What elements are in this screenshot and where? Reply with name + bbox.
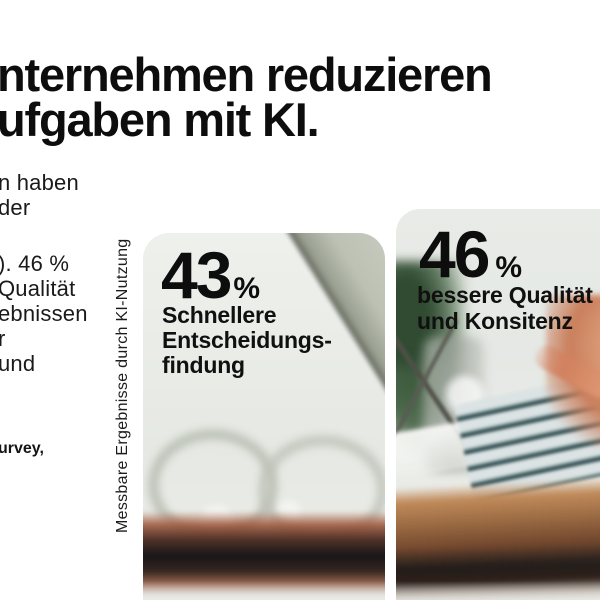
- stat-value: 43%: [161, 242, 260, 308]
- paragraph-line: r: [0, 326, 6, 351]
- stat-value: 46%: [419, 221, 522, 287]
- paragraph-line: der: [0, 195, 31, 220]
- stat-caption: Schnellere Entscheidungs- findung: [162, 303, 332, 378]
- paragraph-line: Qualität: [0, 276, 76, 301]
- paragraph-line: n haben: [0, 170, 79, 195]
- caption-line: bessere Qualität: [417, 282, 593, 308]
- caption-line: Entscheidungs-: [162, 327, 332, 353]
- desk-surface-light: [143, 581, 385, 600]
- stat-card-quality: 46% bessere Qualität und Konsitenz: [396, 209, 600, 600]
- paragraph-line: ). 46 %: [0, 251, 70, 276]
- caption-line: und Konsitenz: [417, 308, 573, 334]
- paragraph-line: und: [0, 351, 36, 376]
- vertical-axis-label: Messbare Ergebnisse durch KI-Nutzung: [114, 238, 131, 534]
- caption-line: findung: [162, 352, 245, 378]
- percent-sign: %: [495, 251, 523, 284]
- stat-number: 46: [419, 217, 490, 291]
- stat-card-decision-speed: 43% Schnellere Entscheidungs- findung: [143, 233, 385, 600]
- source-note: urvey,: [0, 440, 44, 457]
- percent-sign: %: [233, 272, 261, 305]
- desk-surface-light: [396, 581, 600, 600]
- heading-line-1: nternehmen reduzieren: [0, 48, 493, 101]
- paragraph-line: ebnissen: [0, 301, 88, 326]
- page-title: nternehmen reduzieren ufgaben mit KI.: [0, 48, 493, 146]
- intro-paragraph-1: n haben der: [0, 170, 79, 220]
- caption-line: Schnellere: [162, 302, 277, 328]
- heading-line-2: ufgaben mit KI.: [0, 93, 320, 146]
- stat-number: 43: [161, 238, 232, 312]
- stat-caption: bessere Qualität und Konsitenz: [417, 282, 593, 334]
- intro-paragraph-2: ). 46 % Qualität ebnissen r und: [0, 251, 88, 376]
